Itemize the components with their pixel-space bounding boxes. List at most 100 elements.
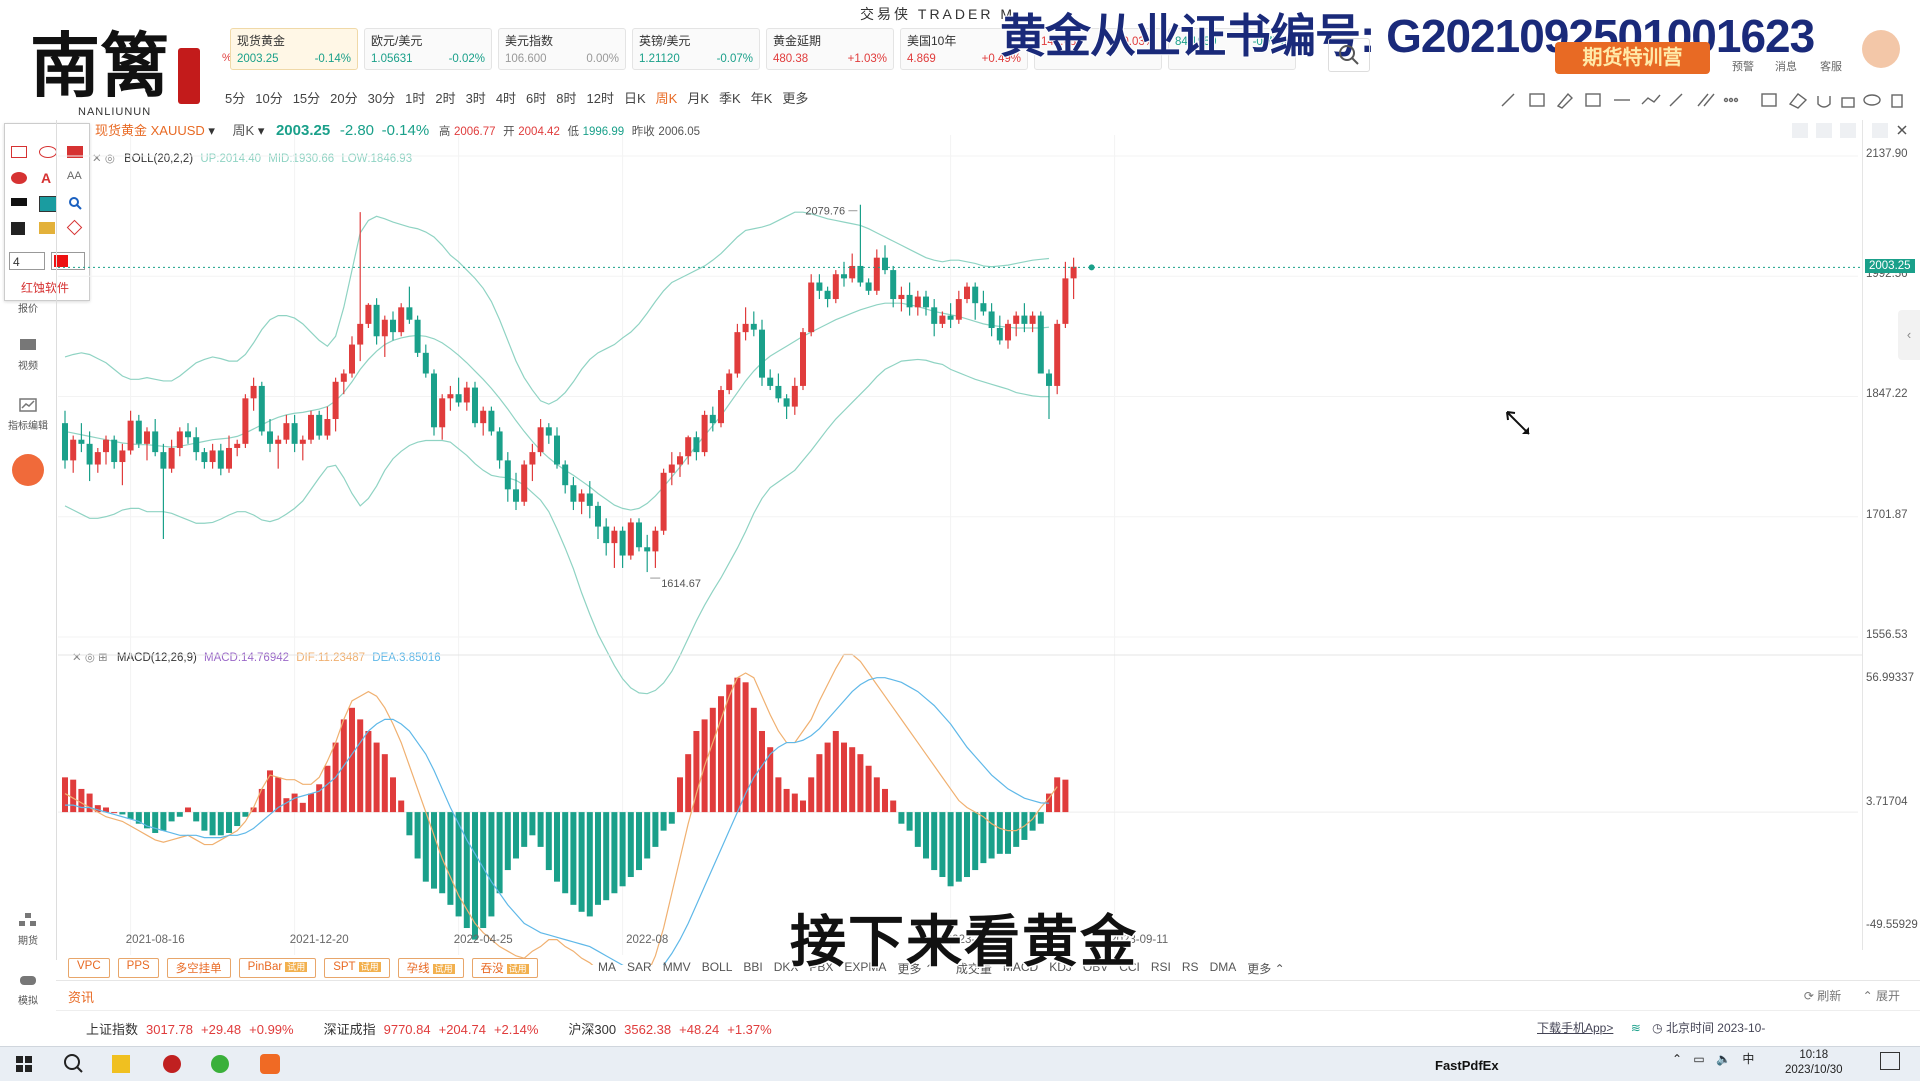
notification-icon[interactable] <box>1880 1052 1900 1070</box>
indicator-button-2[interactable]: MMV <box>662 960 691 974</box>
ime-indicator[interactable]: 中 <box>1742 1052 1755 1066</box>
ticker-4[interactable]: 黄金延期 480.38 +1.03% <box>766 28 894 70</box>
ellipse-tool-icon[interactable] <box>39 146 57 158</box>
chart-window-controls <box>1792 122 1912 143</box>
ticker-3[interactable]: 英镑/美元 1.21120 -0.07% <box>632 28 760 70</box>
search-button[interactable] <box>1328 38 1370 72</box>
news-tab[interactable]: 资讯 <box>68 990 95 1005</box>
strategy-button-6[interactable]: 吞没 试用 <box>471 958 538 978</box>
strategy-button-0[interactable]: VPC <box>68 958 110 978</box>
line-tool-icon[interactable] <box>11 198 27 206</box>
timeframe-7[interactable]: 3时 <box>465 91 486 106</box>
indicator-button-5[interactable]: DKX <box>773 960 799 974</box>
nav-quotes[interactable]: 报价 <box>6 300 50 315</box>
timeframe-4[interactable]: 30分 <box>367 91 396 106</box>
timeframe-15[interactable]: 季K <box>719 91 741 106</box>
volume-icon[interactable]: 🔈 <box>1716 1052 1732 1066</box>
strategy-button-3[interactable]: PinBar 试用 <box>238 958 317 978</box>
indicator-button-10[interactable]: MACD <box>1002 960 1039 974</box>
indicator-button-14[interactable]: RSI <box>1150 960 1171 974</box>
ticker-5[interactable]: 美国10年 4.869 +0.49% <box>900 28 1028 70</box>
nav-indicator-edit-label: 指标编辑 <box>8 421 48 432</box>
indicator-button-1[interactable]: SAR <box>627 960 652 974</box>
strategy-button-5[interactable]: 孕线 试用 <box>397 958 464 978</box>
download-app-link[interactable]: 下载手机App> ≋ ◷ 北京时间 2023-10- <box>1537 1019 1765 1036</box>
strategy-button-4[interactable]: SPT 试用 <box>324 958 390 978</box>
timeframe-1[interactable]: 10分 <box>255 91 283 106</box>
indicator-button-8[interactable]: 更多 ⌃ <box>897 962 935 976</box>
timeframe-14[interactable]: 月K <box>687 91 709 106</box>
line-width-select[interactable]: 4 <box>9 252 45 270</box>
symbol-name[interactable]: 现货黄金 XAUUSD <box>95 123 205 138</box>
picture-tool-icon[interactable] <box>39 196 57 212</box>
strategy-button-2[interactable]: 多空挂单 <box>166 958 231 978</box>
index-2[interactable]: 沪深300 3562.38 +48.24 +1.37% <box>568 1019 771 1038</box>
timeframe-6[interactable]: 2时 <box>435 91 456 106</box>
save-tool-icon[interactable] <box>11 222 25 235</box>
text-tool-icon[interactable]: A <box>41 170 52 186</box>
indicator-button-6[interactable]: PBX <box>809 960 834 974</box>
timeframe-13[interactable]: 周K <box>655 91 678 106</box>
strategy-button-1[interactable]: PPS <box>117 958 159 978</box>
timeframe-2[interactable]: 15分 <box>292 91 321 106</box>
indicator-button-0[interactable]: MA <box>598 960 616 974</box>
open-tool-icon[interactable] <box>39 222 55 234</box>
zoom-tool-icon[interactable] <box>67 196 83 210</box>
nav-indicator-edit[interactable]: 指标编辑 <box>6 397 50 432</box>
timeframe-12[interactable]: 日K <box>623 91 646 106</box>
nav-simulate[interactable]: 模拟 <box>6 972 50 1007</box>
refresh-button[interactable]: ⟳ 刷新 <box>1803 989 1842 1003</box>
color-select[interactable] <box>51 252 85 270</box>
ticker-6[interactable]: 149.681 +0.03% <box>1034 28 1162 70</box>
indicator-button-3[interactable]: BOLL <box>701 960 733 974</box>
macd-histogram-bar <box>422 812 429 882</box>
timeframe-8[interactable]: 4时 <box>495 91 517 106</box>
ticker-2[interactable]: 美元指数 106.600 0.00% <box>498 28 626 70</box>
indicator-button-4[interactable]: BBI <box>743 960 763 974</box>
alert-button[interactable]: 预警 <box>1732 61 1754 73</box>
indicator-button-7[interactable]: EXPMA <box>844 960 887 974</box>
network-icon[interactable]: ▭ <box>1693 1052 1705 1066</box>
fill-ellipse-tool-icon[interactable] <box>11 172 27 184</box>
chevron-up-icon[interactable]: ⌃ <box>1672 1052 1683 1066</box>
index-0[interactable]: 上证指数 3017.78 +29.48 +0.99% <box>86 1019 294 1038</box>
drawing-toolbox[interactable]: A AA 4 红蚀软件 <box>4 123 90 301</box>
nav-video[interactable]: 视频 <box>6 337 50 372</box>
timeframe-5[interactable]: 1时 <box>405 91 426 106</box>
live-button[interactable] <box>12 454 44 486</box>
avatar[interactable] <box>1862 30 1900 68</box>
fill-rect-tool-icon[interactable] <box>67 146 83 158</box>
index-1[interactable]: 深证成指 9770.84 +204.74 +2.14% <box>324 1019 539 1038</box>
ticker-7[interactable]: 84.1950 -0.77% <box>1168 28 1296 70</box>
ticker-0[interactable]: 现货黄金 2003.25 -0.14% <box>230 28 358 70</box>
candle-body <box>660 472 667 531</box>
timeframe-0[interactable]: 5分 <box>225 91 246 106</box>
promo-banner[interactable]: 期货特训营 <box>1555 42 1710 74</box>
indicator-button-16[interactable]: DMA <box>1209 960 1237 974</box>
timeframe-10[interactable]: 8时 <box>556 91 577 106</box>
rect-tool-icon[interactable] <box>11 146 27 158</box>
timeframe-11[interactable]: 12时 <box>586 91 614 106</box>
indicator-button-15[interactable]: RS <box>1181 960 1199 974</box>
expand-button[interactable]: ⌃ 展开 <box>1862 989 1900 1003</box>
collapse-panel-button[interactable]: ‹ <box>1898 310 1920 360</box>
nav-futures[interactable]: 期货 <box>6 912 50 947</box>
font-tool-icon[interactable]: AA <box>67 170 82 182</box>
service-button[interactable]: 客服 <box>1820 61 1842 73</box>
candle-body <box>176 431 183 448</box>
clock[interactable]: 10:18 2023/10/30 <box>1785 1048 1843 1078</box>
indicator-button-11[interactable]: KDJ <box>1049 960 1072 974</box>
indicator-button-9[interactable]: 成交量 <box>955 962 992 976</box>
message-button[interactable]: 消息 <box>1775 61 1797 73</box>
timeframe-16[interactable]: 年K <box>750 91 773 106</box>
chart-canvas[interactable]: 2079.76 1614.67 2021-08-16 2021-12-20 2022-0… <box>58 135 1920 965</box>
timeframe-3[interactable]: 20分 <box>330 91 358 106</box>
indicator-button-13[interactable]: CCI <box>1119 960 1140 974</box>
macd-histogram-bar <box>619 812 626 887</box>
timeframe-9[interactable]: 6时 <box>526 91 547 106</box>
symbol-period[interactable]: 周K <box>232 123 255 138</box>
ticker-1[interactable]: 欧元/美元 1.05631 -0.02% <box>364 28 492 70</box>
indicator-button-17[interactable]: 更多 ⌃ <box>1247 962 1285 976</box>
indicator-button-12[interactable]: OBV <box>1082 960 1109 974</box>
timeframe-17[interactable]: 更多 <box>782 91 809 106</box>
